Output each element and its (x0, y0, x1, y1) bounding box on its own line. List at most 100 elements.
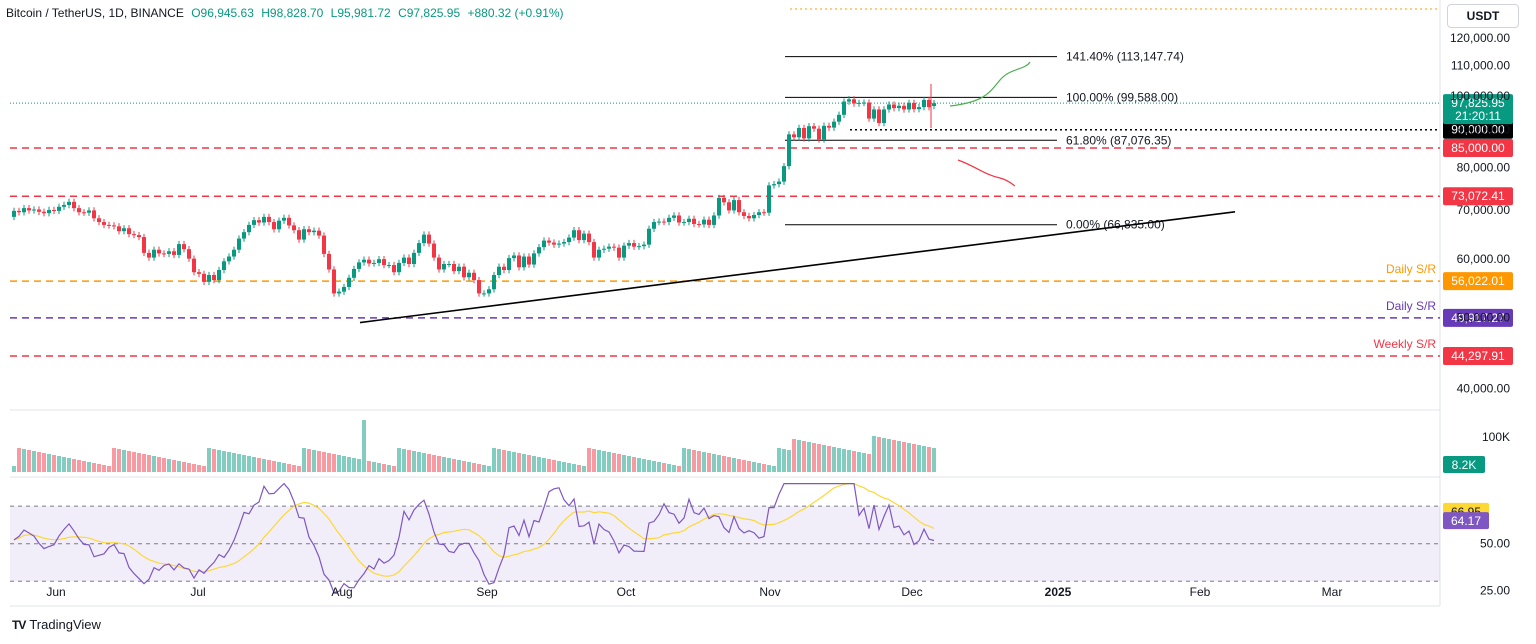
candle-body (247, 224, 251, 233)
candle-body (542, 240, 546, 248)
volume-bar (522, 454, 526, 472)
candle-body (517, 255, 521, 268)
tradingview-logo[interactable]: TV TradingView (12, 617, 101, 632)
candle-body (82, 212, 86, 214)
candle-body (217, 269, 221, 281)
candle-body (112, 225, 116, 227)
candle-body (402, 257, 406, 263)
volume-bar (852, 451, 856, 472)
volume-bar (372, 462, 376, 472)
volume-bar (847, 450, 851, 472)
candle-body (372, 262, 376, 264)
candle-body (827, 125, 831, 128)
volume-bar (592, 449, 596, 472)
volume-bar (467, 462, 471, 472)
candle-body (12, 210, 16, 217)
time-tick-label: Aug (331, 585, 352, 599)
rsi-tick-label: 50.00 (1480, 537, 1510, 551)
candle-body (782, 166, 786, 182)
candle-body (482, 293, 486, 295)
volume-bar (67, 458, 71, 472)
candle-body (727, 202, 731, 211)
candle-body (892, 104, 896, 109)
time-tick-label: Jul (190, 585, 205, 599)
symbol-title[interactable]: Bitcoin / TetherUS, 1D, BINANCE (6, 6, 184, 20)
candle-body (347, 277, 351, 287)
candle-body (187, 249, 191, 259)
volume-bar (732, 458, 736, 472)
candle-body (467, 272, 471, 278)
candle-body (227, 256, 231, 262)
volume-bar (192, 464, 196, 472)
candle-body (712, 215, 716, 225)
candle-body (397, 262, 401, 273)
volume-bar (567, 463, 571, 472)
volume-bar (872, 436, 876, 472)
fib-level-label: 0.00% (66,835.00) (1066, 218, 1165, 232)
last-price-tag (1443, 94, 1513, 125)
candle-body (932, 103, 936, 106)
volume-bar (32, 451, 36, 472)
volume-bar (777, 448, 781, 472)
volume-bar (692, 450, 696, 472)
candle-body (157, 249, 161, 254)
volume-bar (422, 453, 426, 472)
candle-body (547, 240, 551, 243)
volume-bar (287, 464, 291, 472)
candle-body (152, 249, 156, 258)
volume-bar (142, 454, 146, 472)
volume-bar (442, 457, 446, 472)
candle-body (647, 228, 651, 245)
volume-bar (427, 454, 431, 472)
fib-level-label: 141.40% (113,147.74) (1066, 50, 1184, 64)
rsi-line (13, 482, 935, 594)
candle-body (822, 125, 826, 140)
candle-body (422, 234, 426, 244)
level-price-tag (1443, 272, 1513, 291)
candle-body (507, 258, 511, 270)
volume-bar (547, 459, 551, 472)
candle-body (72, 201, 76, 209)
price-tick-label: 100,000.00 (1450, 89, 1510, 103)
volume-bar (342, 456, 346, 472)
volume-bar (307, 449, 311, 472)
currency-button[interactable]: USDT (1447, 4, 1519, 28)
candle-body (812, 126, 816, 129)
volume-bar (292, 465, 296, 472)
volume-bar (457, 460, 461, 472)
volume-bar (282, 463, 286, 472)
candle-body (277, 220, 281, 230)
candle-body (617, 247, 621, 258)
volume-bar (172, 460, 176, 472)
symbol-header: Bitcoin / TetherUS, 1D, BINANCE O96,945.… (6, 6, 568, 20)
volume-bar (902, 442, 906, 472)
volume-bar (117, 449, 121, 472)
candle-body (192, 258, 196, 273)
candle-body (847, 99, 851, 102)
volume-bar (77, 460, 81, 472)
volume-bar (277, 462, 281, 472)
volume-series: 100K 8.2K (12, 420, 1510, 473)
candle-body (537, 247, 541, 254)
volume-bar (687, 449, 691, 472)
candle-body (632, 243, 636, 247)
candle-body (207, 274, 211, 282)
price-tick-label: 90,000.00 (1457, 123, 1511, 137)
candle-body (337, 291, 341, 294)
volume-bar (607, 452, 611, 472)
price-tick-label: 60,000.00 (1457, 252, 1511, 266)
candle-body (592, 242, 596, 258)
candle-body (132, 234, 136, 236)
volume-bar (47, 454, 51, 472)
candle-body (582, 233, 586, 241)
volume-bar (152, 456, 156, 472)
level-price-label: 56,022.01 (1451, 274, 1505, 288)
volume-last-label: 8.2K (1452, 458, 1477, 472)
candle-body (852, 99, 856, 104)
candle-body (667, 217, 671, 223)
volume-last-tag (1443, 456, 1485, 473)
level-tag-label: Daily S/R (1386, 262, 1436, 276)
candle-body (497, 266, 501, 275)
candle-body (87, 210, 91, 213)
